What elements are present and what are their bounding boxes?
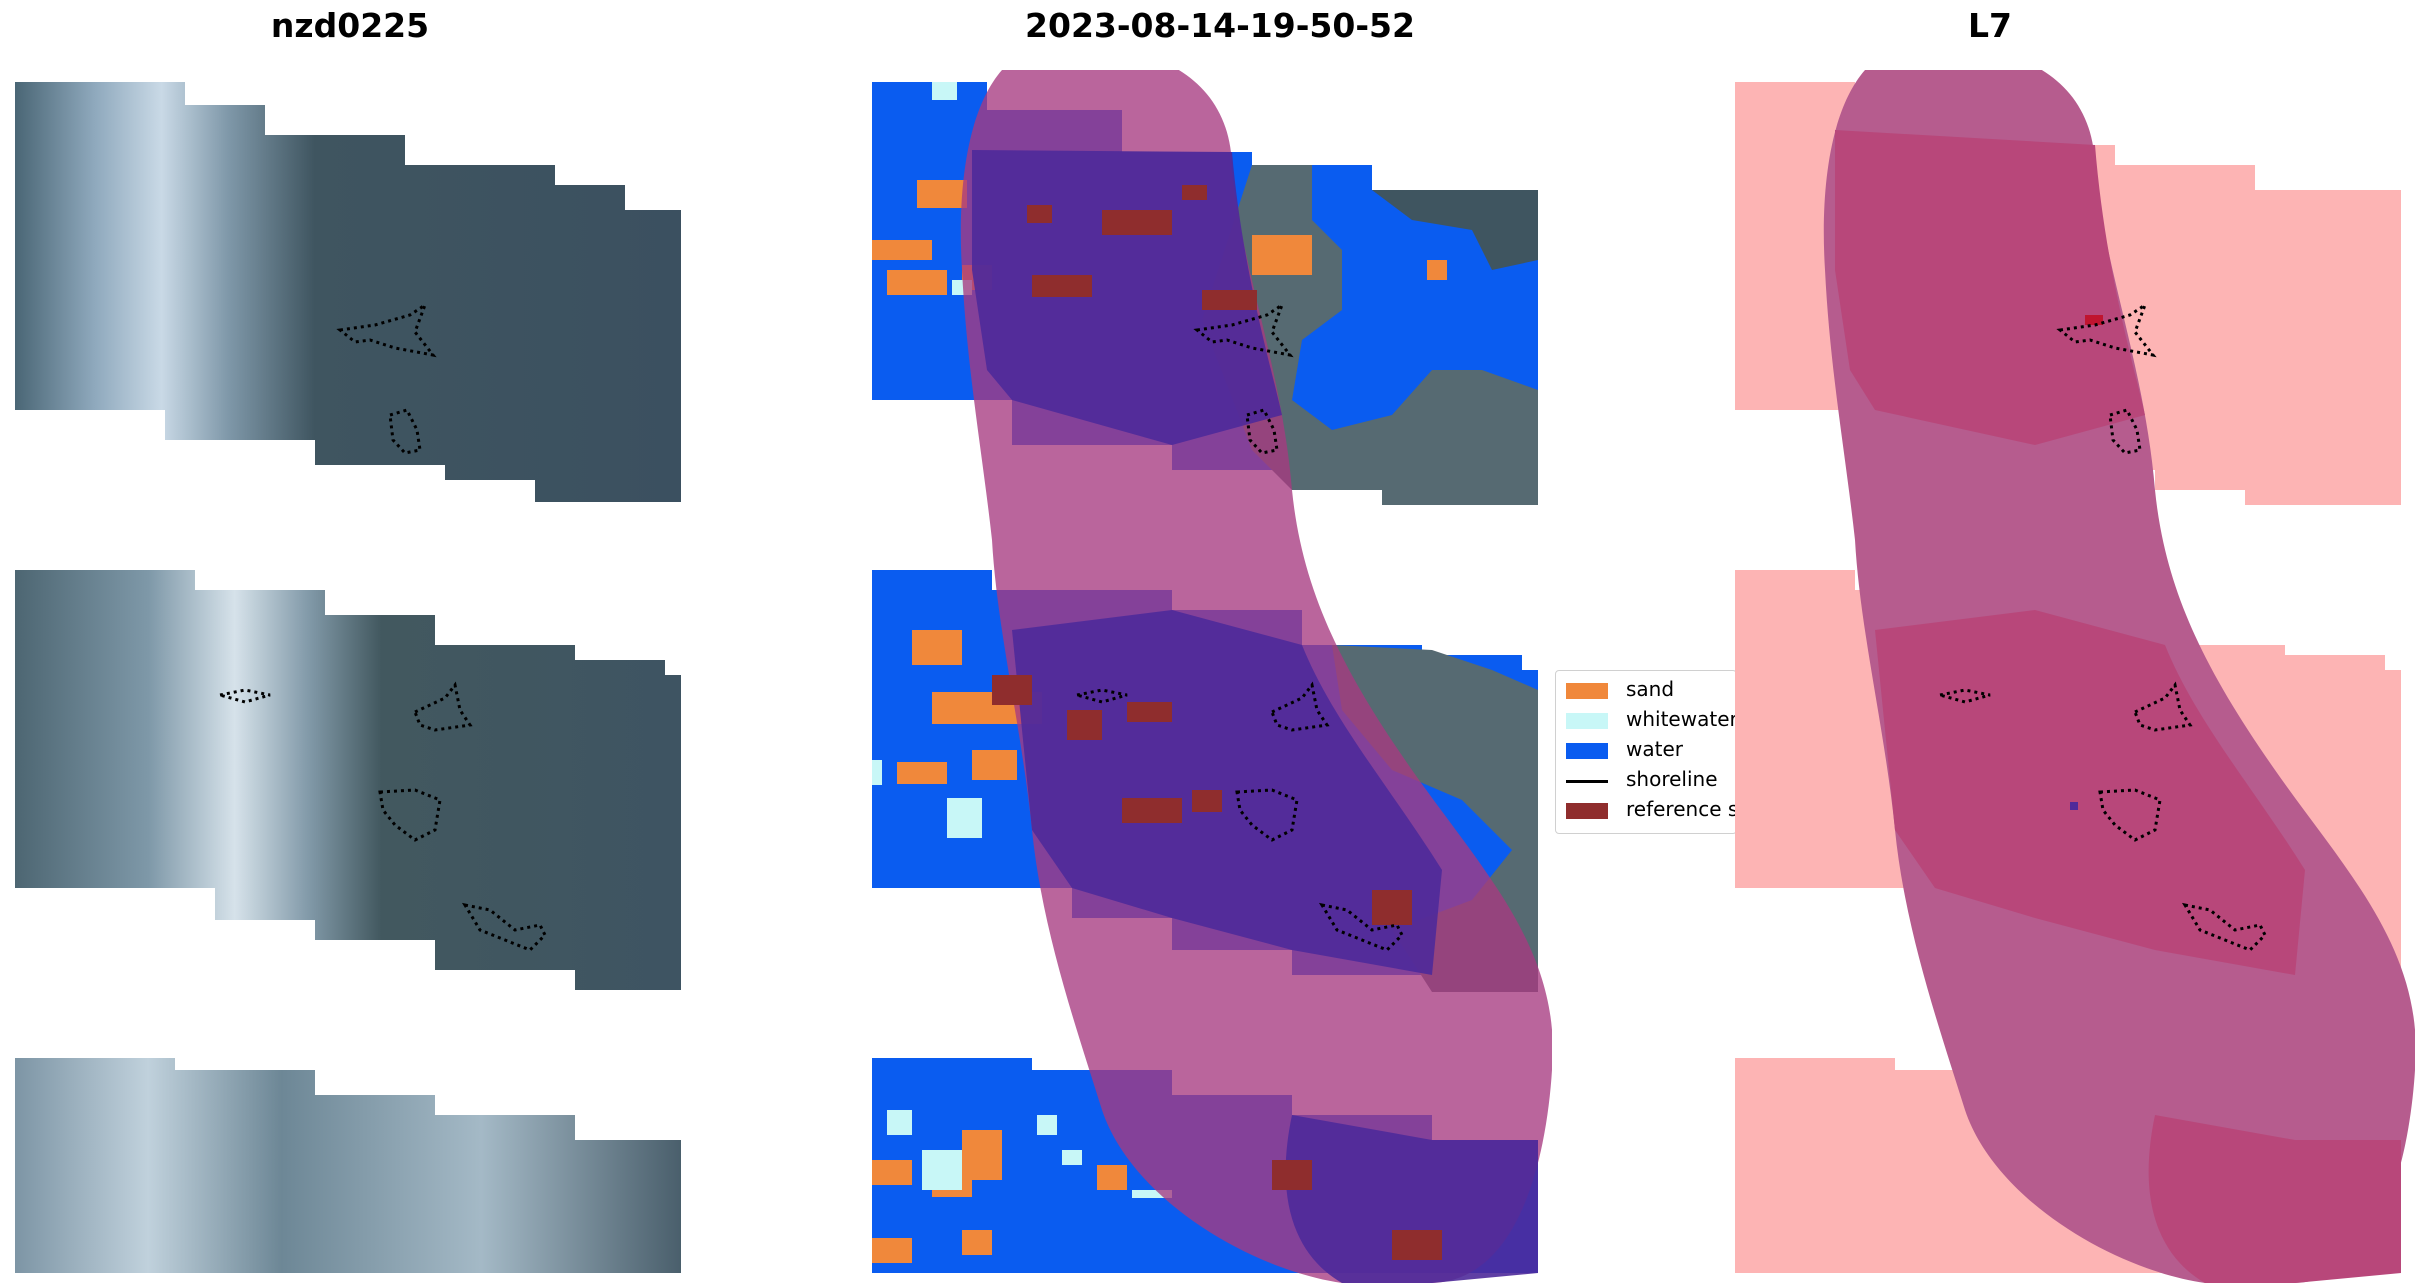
imagery-tile-bottom [15, 1058, 681, 1273]
detected-shoreline [1076, 301, 1404, 952]
l7-shoreline-outlines [1939, 301, 2267, 952]
legend-label: sand [1626, 677, 1675, 701]
classification-panel [872, 70, 1552, 1283]
legend-line-shoreline [1566, 780, 1608, 783]
l7-mask [1735, 70, 2415, 1283]
l7-mask-panel [1735, 70, 2415, 1283]
classification-map [872, 70, 1552, 1283]
legend-swatch-whitewater [1566, 713, 1608, 729]
l7-overlap [1835, 130, 2401, 1283]
legend-swatch-sand [1566, 683, 1608, 699]
imagery-tile-top [15, 82, 681, 502]
reference-shoreline-patches [992, 185, 1442, 1260]
buffer-overlap [972, 150, 1538, 1283]
legend-label: water [1626, 737, 1683, 761]
legend-label: shoreline [1626, 767, 1718, 791]
panel-title-image-id: nzd0225 [270, 6, 430, 45]
panel-title-satellite: L7 [1968, 6, 2012, 45]
legend-swatch-reference-shoreline [1566, 803, 1608, 819]
legend: sand whitewater water shoreline referenc… [1555, 670, 1737, 834]
sand-patches [872, 180, 1447, 1263]
legend-label: reference shoreline [1626, 797, 1736, 821]
whitewater-patches [872, 82, 1172, 1198]
reference-shoreline-outlines [219, 301, 547, 952]
imagery-tile-middle [15, 570, 681, 990]
rgb-imagery [15, 82, 681, 1273]
rgb-imagery-panel [15, 70, 685, 1283]
legend-label: whitewater [1626, 707, 1737, 731]
legend-swatch-water [1566, 743, 1608, 759]
panel-title-date: 2023-08-14-19-50-52 [1025, 6, 1415, 45]
